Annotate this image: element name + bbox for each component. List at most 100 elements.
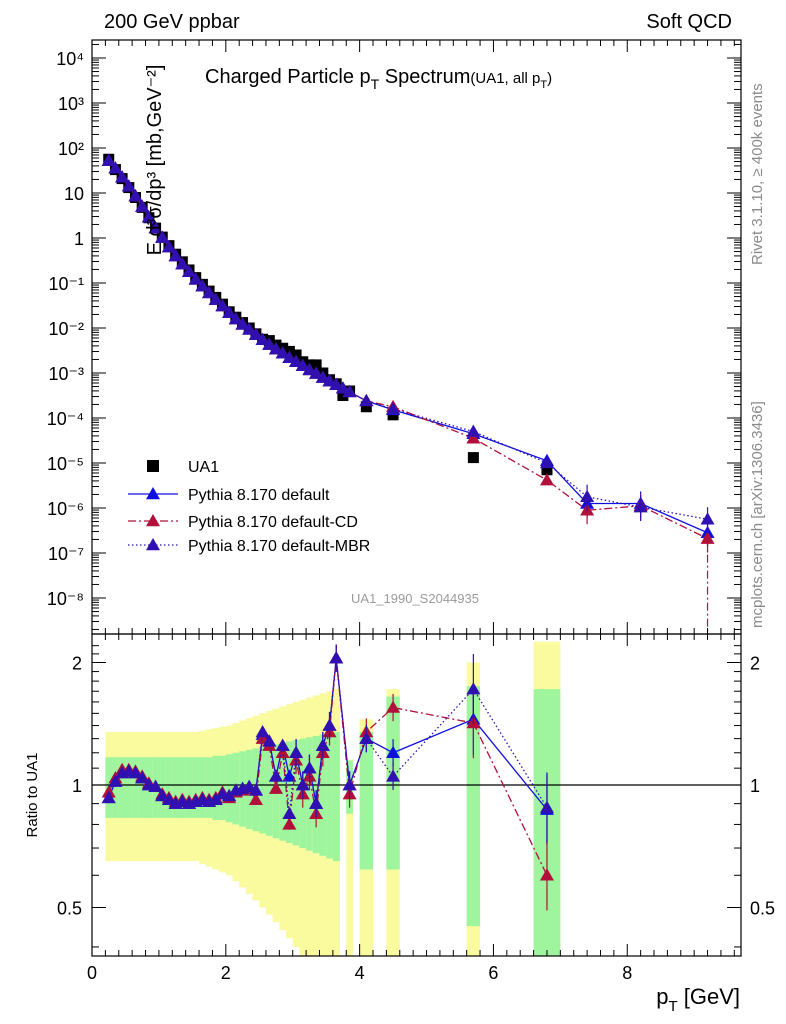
chart-title-sub: T xyxy=(371,76,380,92)
ratio-y-tick-label-right: 1 xyxy=(750,776,760,796)
data-point-series-3 xyxy=(128,189,143,202)
data-point-series-3 xyxy=(282,350,297,363)
uncertainty-band-green xyxy=(359,731,374,870)
data-point-series-3 xyxy=(161,240,176,253)
chart-title: Charged Particle pT Spectrum(UA1, all pT… xyxy=(205,66,552,92)
data-point-series-3 xyxy=(188,272,203,285)
ratio-point-series-2 xyxy=(282,806,297,819)
data-point-series-3 xyxy=(235,317,250,330)
ratio-y-axis-label: Ratio to UA1 xyxy=(24,752,41,837)
legend-label-2: Pythia 8.170 default-CD xyxy=(188,514,358,531)
top-y-axis-label: E d³σ/dp³ [mb,GeV⁻²] xyxy=(144,65,166,256)
uncertainty-band-green xyxy=(225,754,233,823)
data-point-ua1 xyxy=(541,464,553,476)
ratio-point-series-2 xyxy=(386,769,401,782)
data-point-series-3 xyxy=(135,199,150,212)
chart-title-note-end: ) xyxy=(547,70,552,87)
data-point-series-3 xyxy=(215,298,230,312)
ratio-point-series-2 xyxy=(222,788,237,802)
data-point-ua1 xyxy=(467,452,479,464)
data-point-series-3 xyxy=(141,210,156,223)
uncertainty-band-green xyxy=(205,757,213,818)
chart-title-note-sub: T xyxy=(540,79,547,91)
uncertainty-band-green xyxy=(132,757,140,818)
ratio-point-series-2 xyxy=(268,769,283,782)
header-right-label: Soft QCD xyxy=(646,11,732,33)
uncertainty-band-green xyxy=(286,741,294,844)
uncertainty-band-green xyxy=(185,757,193,818)
legend-label-1: Pythia 8.170 default xyxy=(188,487,330,504)
data-point-series-3 xyxy=(228,312,243,325)
data-point-series-3 xyxy=(121,179,136,192)
data-point-ua1 xyxy=(310,359,322,371)
uncertainty-band-green xyxy=(265,745,273,836)
ratio-point-series-2 xyxy=(289,745,304,759)
data-point-series-3 xyxy=(633,500,648,513)
ratio-point-series-2 xyxy=(315,738,330,751)
ratio-point-series-2 xyxy=(295,777,310,791)
ratio-point-series-2 xyxy=(161,792,176,805)
ratio-panel-plot-area xyxy=(92,641,741,956)
uncertainty-band-green xyxy=(292,739,300,846)
top-y-tick-label: 10⁻⁶ xyxy=(47,499,84,519)
ratio-panel-frame xyxy=(91,633,742,957)
uncertainty-band-green xyxy=(326,733,334,859)
ratio-point-series-1 xyxy=(386,700,401,713)
x-tick-label: 6 xyxy=(488,963,498,983)
data-point-series-3 xyxy=(101,153,116,166)
legend-label-3: Pythia 8.170 default-MBR xyxy=(188,538,370,555)
data-point-ua1 xyxy=(360,401,372,413)
uncertainty-band-green xyxy=(112,757,120,818)
data-point-series-3 xyxy=(275,346,290,359)
ratio-y-tick-label-right: 2 xyxy=(750,654,760,674)
data-point-series-3 xyxy=(155,230,170,243)
ratio-point-series-1 xyxy=(282,817,297,830)
uncertainty-band-green xyxy=(125,757,133,818)
uncertainty-band-green xyxy=(138,757,146,818)
data-point-ua1 xyxy=(337,390,349,401)
x-tick-label: 0 xyxy=(87,963,97,983)
data-point-series-3 xyxy=(262,337,277,350)
ratio-point-series-2 xyxy=(275,738,290,751)
ratio-point-series-2 xyxy=(128,766,143,779)
ratio-line-2 xyxy=(108,658,548,814)
uncertainty-band-green xyxy=(178,757,186,818)
chart-title-note: (UA1, all p xyxy=(470,70,540,87)
data-point-series-3 xyxy=(108,161,123,174)
uncertainty-band-green xyxy=(192,757,200,818)
header-left-label: 200 GeV ppbar xyxy=(104,11,240,33)
data-point-series-3 xyxy=(255,332,270,345)
data-point-series-2 xyxy=(539,473,554,486)
x-axis-label-sub: T xyxy=(668,998,677,1015)
uncertainty-band-green xyxy=(319,734,327,856)
top-y-tick-label: 10³ xyxy=(58,94,84,114)
legend-marker-3 xyxy=(146,538,160,551)
data-point-series-3 xyxy=(386,402,401,415)
data-point-series-2 xyxy=(700,531,715,544)
data-point-series-3 xyxy=(208,292,223,305)
top-y-tick-label: 10⁻⁴ xyxy=(47,409,84,429)
legend-marker-1 xyxy=(146,487,160,500)
data-point-series-3 xyxy=(182,264,197,277)
x-tick-label: 2 xyxy=(221,963,231,983)
ratio-point-series-2 xyxy=(135,771,150,784)
ratio-y-tick-label-right: 0.5 xyxy=(750,898,775,918)
top-y-tick-label: 10⁻² xyxy=(48,319,84,339)
ratio-point-series-2 xyxy=(359,731,374,744)
ratio-point-series-2 xyxy=(242,779,257,793)
data-point-series-3 xyxy=(295,358,310,372)
legend-label-0: UA1 xyxy=(188,459,219,476)
data-point-series-3 xyxy=(248,327,263,340)
x-axis-label-main: p xyxy=(656,984,668,1009)
uncertainty-band-yellow xyxy=(346,776,353,956)
uncertainty-band-green xyxy=(172,757,180,818)
data-point-series-3 xyxy=(195,279,210,292)
top-y-tick-label: 10⁻¹ xyxy=(48,274,84,294)
data-point-series-3 xyxy=(175,257,190,270)
x-tick-label: 8 xyxy=(622,963,632,983)
ratio-point-series-1 xyxy=(539,868,554,881)
legend: UA1 Pythia 8.170 default Pythia 8.170 defa… xyxy=(128,459,370,555)
top-y-tick-label: 10⁻⁵ xyxy=(47,454,84,474)
uncertainty-band-green xyxy=(199,757,207,818)
